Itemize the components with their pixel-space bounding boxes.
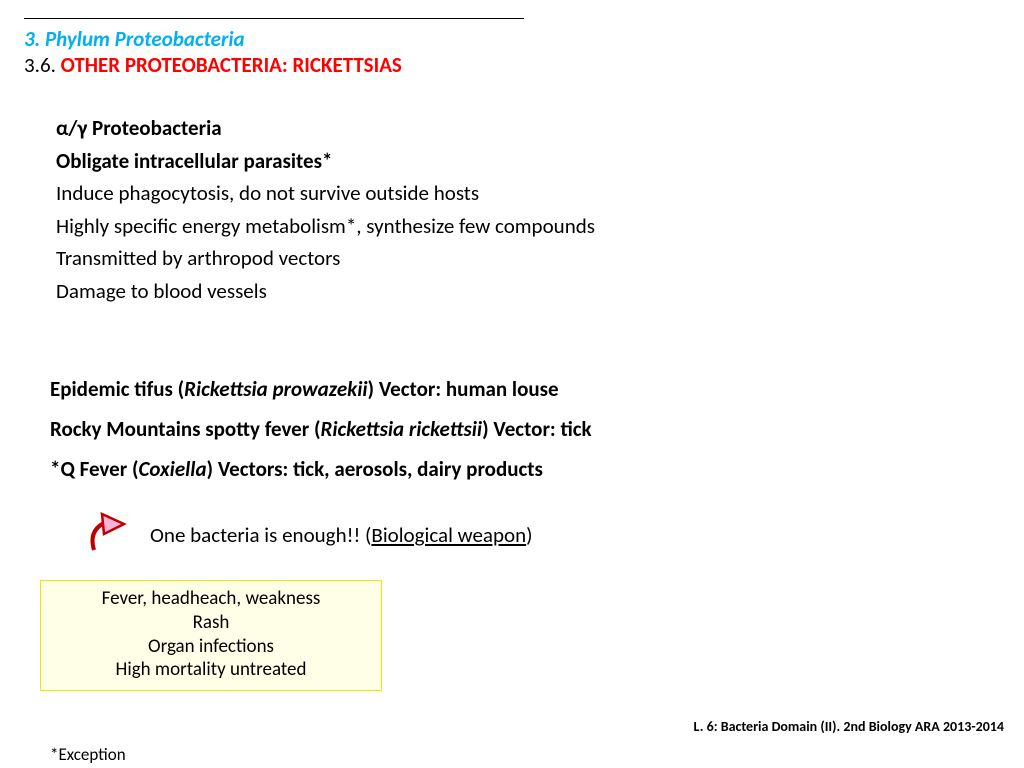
section-number: 3.6. xyxy=(24,52,61,78)
symptoms-box: Fever, headheach, weakness Rash Organ in… xyxy=(40,580,382,691)
characteristics-block: α/γ Proteobacteria Obligate intracellula… xyxy=(56,112,595,307)
symptom-line: Rash xyxy=(41,611,381,635)
symptom-line: Fever, headheach, weakness xyxy=(41,587,381,611)
line-damage: Damage to blood vessels xyxy=(56,275,595,308)
line-vectors: Transmitted by arthropod vectors xyxy=(56,242,595,275)
phylum-heading: 3. Phylum Proteobacteria xyxy=(24,26,245,52)
symptom-line: Organ infections xyxy=(41,635,381,659)
symptom-line: High mortality untreated xyxy=(41,658,381,682)
line-qfever: *Q Fever (Coxiella) Vectors: tick, aeros… xyxy=(50,450,592,490)
curved-arrow-icon xyxy=(82,510,137,555)
horizontal-rule xyxy=(24,18,524,19)
footer-text: L. 6: Bacteria Domain (II). 2nd Biology … xyxy=(693,718,1004,735)
line-rocky: Rocky Mountains spotty fever (Rickettsia… xyxy=(50,410,592,450)
line-metabolism: Highly specific energy metabolism*, synt… xyxy=(56,210,595,243)
weapon-note: One bacteria is enough!! (Biological wea… xyxy=(150,522,533,548)
diseases-block: Epidemic tifus (Rickettsia prowazekii) V… xyxy=(50,370,592,490)
line-obligate: Obligate intracellular parasites* xyxy=(56,145,595,178)
line-phagocytosis: Induce phagocytosis, do not survive outs… xyxy=(56,177,595,210)
section-title: 3.6. OTHER PROTEOBACTERIA: RICKETTSIAS xyxy=(24,52,402,78)
weapon-underline: Biological weapon xyxy=(371,522,526,548)
section-text: OTHER PROTEOBACTERIA: RICKETTSIAS xyxy=(61,52,402,78)
line-tifus: Epidemic tifus (Rickettsia prowazekii) V… xyxy=(50,370,592,410)
line-proteobacteria: α/γ Proteobacteria xyxy=(56,112,595,145)
exception-note: *Exception xyxy=(50,744,126,765)
